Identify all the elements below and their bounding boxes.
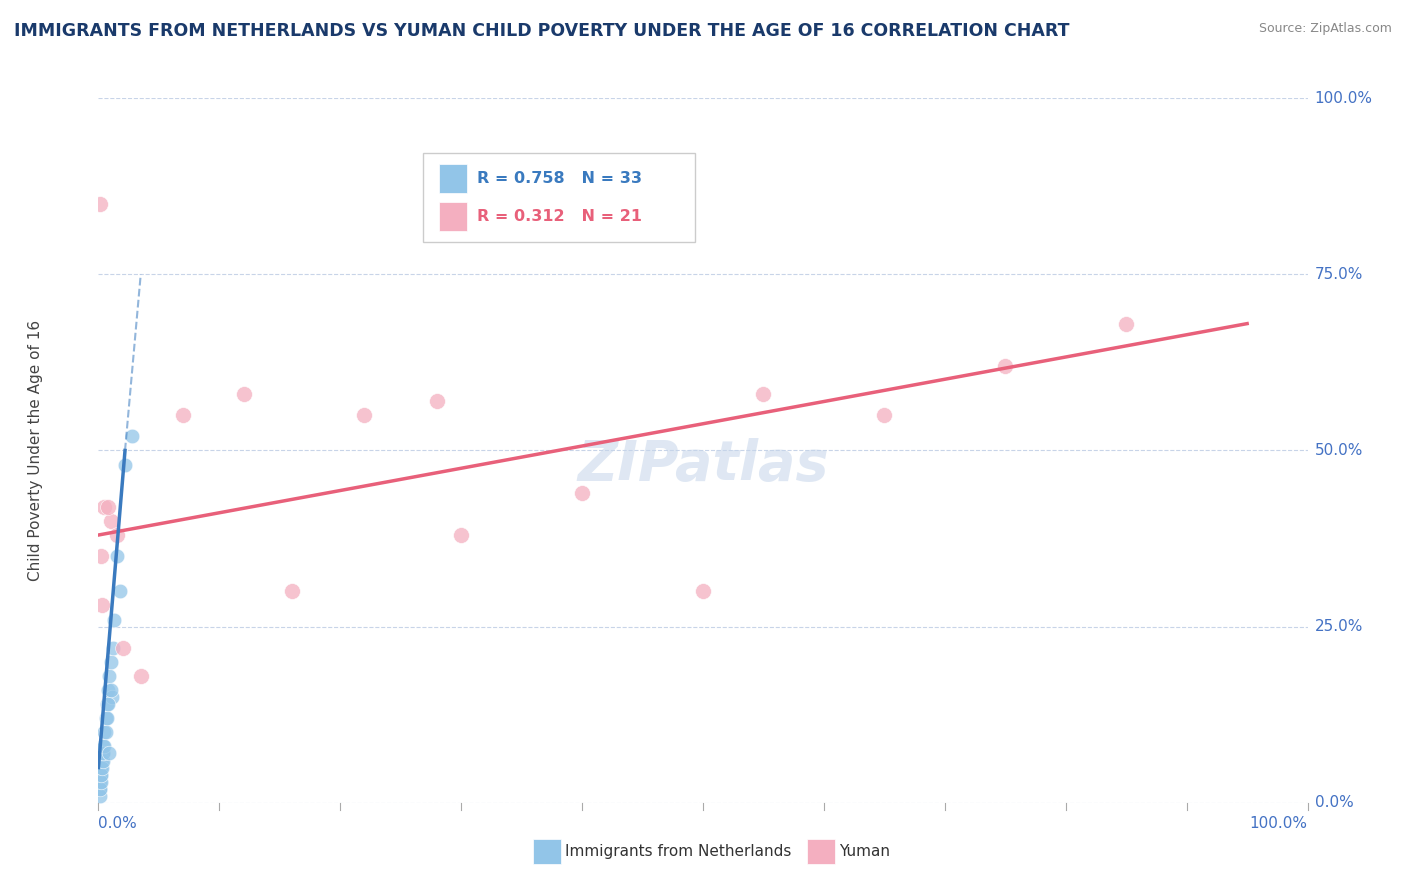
Point — [103, 613, 125, 627]
Point — [98, 669, 121, 683]
Point — [91, 754, 114, 768]
Text: 25.0%: 25.0% — [1315, 619, 1362, 634]
Text: Yuman: Yuman — [839, 845, 890, 859]
Point — [91, 747, 114, 761]
Point — [94, 711, 117, 725]
Text: Source: ZipAtlas.com: Source: ZipAtlas.com — [1258, 22, 1392, 36]
Text: R = 0.312   N = 21: R = 0.312 N = 21 — [477, 210, 641, 224]
Point — [97, 683, 120, 698]
Point — [121, 429, 143, 443]
Point — [90, 767, 112, 781]
Point — [91, 599, 114, 613]
Point — [426, 394, 449, 409]
Point — [89, 789, 111, 803]
Text: IMMIGRANTS FROM NETHERLANDS VS YUMAN CHILD POVERTY UNDER THE AGE OF 16 CORRELATI: IMMIGRANTS FROM NETHERLANDS VS YUMAN CHI… — [14, 22, 1070, 40]
Point — [281, 584, 304, 599]
Point — [96, 697, 118, 711]
Point — [89, 197, 111, 211]
Point — [172, 409, 194, 423]
Text: 0.0%: 0.0% — [98, 816, 138, 831]
Point — [93, 739, 115, 754]
Point — [93, 500, 115, 514]
Point — [450, 528, 472, 542]
Point — [97, 500, 120, 514]
Point — [752, 387, 775, 401]
Point — [89, 781, 111, 796]
Text: 0.0%: 0.0% — [1315, 796, 1354, 810]
Point — [101, 640, 124, 655]
Point — [91, 760, 114, 774]
Point — [105, 528, 128, 542]
Point — [91, 739, 114, 754]
Text: 50.0%: 50.0% — [1315, 443, 1362, 458]
Point — [89, 781, 111, 796]
Text: Child Poverty Under the Age of 16: Child Poverty Under the Age of 16 — [28, 320, 42, 581]
Point — [100, 514, 122, 528]
Point — [90, 767, 112, 781]
Point — [353, 409, 375, 423]
Text: 100.0%: 100.0% — [1250, 816, 1308, 831]
Point — [100, 690, 122, 705]
Point — [114, 458, 136, 472]
Point — [129, 669, 152, 683]
Point — [91, 747, 114, 761]
Point — [90, 549, 112, 564]
Point — [108, 584, 131, 599]
Point — [105, 549, 128, 564]
Point — [96, 711, 118, 725]
Text: Immigrants from Netherlands: Immigrants from Netherlands — [565, 845, 792, 859]
Text: R = 0.758   N = 33: R = 0.758 N = 33 — [477, 171, 641, 186]
Point — [873, 409, 896, 423]
Text: ZIPatlas: ZIPatlas — [578, 438, 828, 491]
Point — [90, 774, 112, 789]
Text: 75.0%: 75.0% — [1315, 267, 1362, 282]
Point — [994, 359, 1017, 373]
Point — [94, 725, 117, 739]
Point — [571, 485, 593, 500]
Point — [98, 747, 121, 761]
Point — [100, 655, 122, 669]
Point — [692, 584, 714, 599]
Point — [93, 725, 115, 739]
Point — [1115, 317, 1137, 331]
Text: 100.0%: 100.0% — [1315, 91, 1372, 105]
Point — [89, 774, 111, 789]
Point — [111, 640, 134, 655]
Point — [91, 754, 114, 768]
Point — [232, 387, 254, 401]
Point — [97, 697, 120, 711]
Point — [100, 683, 122, 698]
Point — [90, 760, 112, 774]
